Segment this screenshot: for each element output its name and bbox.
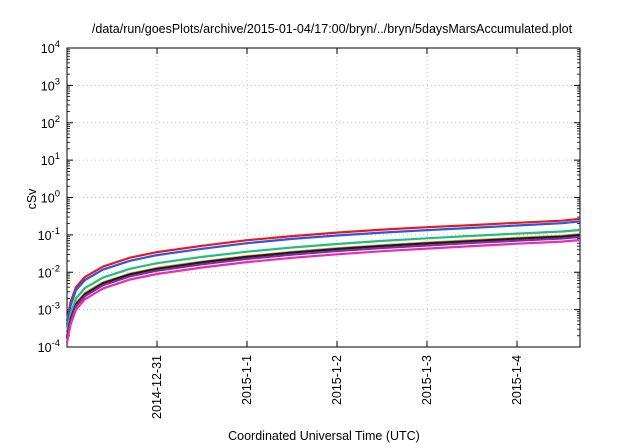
y-tick-label: 10-2: [38, 263, 60, 280]
grid-lines: [67, 48, 580, 347]
series-line-6: [65, 235, 581, 340]
y-axis-label: cSv: [25, 188, 39, 210]
y-tick-label: 101: [41, 151, 60, 168]
x-axis-label: Coordinated Universal Time (UTC): [228, 429, 420, 443]
y-axis: 10-4 10-3 10-2 10-1 100 101 102 103 104: [38, 39, 580, 355]
series-line-2: [65, 220, 581, 325]
x-axis: 2014-12-31 2015-1-1 2015-1-2 2015-1-3 2015-1…: [150, 48, 524, 419]
x-tick-label: 2015-1-3: [420, 355, 434, 405]
y-tick-label: 10-1: [38, 226, 60, 243]
y-tick-label: 100: [41, 189, 60, 206]
x-tick-label: 2015-1-1: [240, 355, 254, 405]
series-line-7: [65, 238, 581, 343]
y-tick-label: 104: [41, 39, 60, 56]
y-tick-label: 102: [41, 114, 60, 131]
y-tick-label: 10-4: [38, 338, 60, 355]
series-lines: [65, 217, 581, 343]
series-line-3: [65, 228, 581, 333]
x-tick-label: 2014-12-31: [150, 355, 164, 419]
series-line-5: [65, 233, 581, 338]
x-tick-label: 2015-1-2: [330, 355, 344, 405]
chart-title: /data/run/goesPlots/archive/2015-01-04/1…: [92, 22, 573, 36]
x-tick-label: 2015-1-4: [510, 355, 524, 405]
y-tick-label: 10-3: [38, 301, 60, 318]
series-line-1: [65, 217, 581, 322]
y-tick-label: 103: [41, 76, 60, 93]
